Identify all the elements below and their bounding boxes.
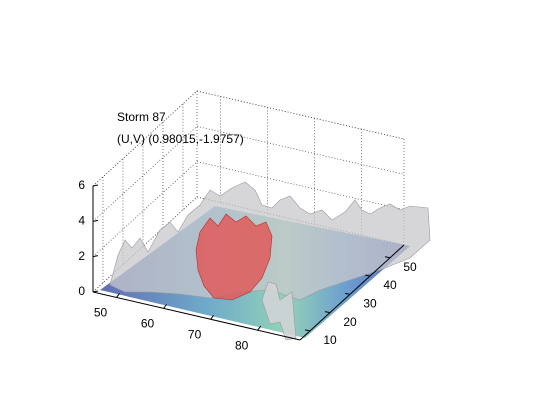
x-axis (92, 291, 301, 341)
grid-line (92, 90, 198, 187)
chart-title: Storm 87 (117, 110, 166, 124)
x-tick (210, 314, 215, 320)
y-tick (324, 311, 331, 314)
y-tick (364, 274, 371, 277)
x-tick (257, 325, 262, 331)
y-tick (344, 292, 351, 295)
z-tick (92, 290, 99, 293)
x-tick-label: 70 (188, 327, 202, 341)
z-tick (92, 219, 99, 222)
y-tick (304, 329, 311, 332)
z-tick-label: 0 (78, 284, 85, 298)
y-axis (299, 244, 405, 341)
red-isosurface (195, 213, 273, 301)
x-tick (163, 304, 167, 309)
y-tick-label: 30 (363, 296, 377, 310)
z-tick-label: 6 (78, 178, 85, 192)
y-tick-label: 10 (323, 333, 337, 347)
y-tick (384, 256, 391, 259)
grid-line (92, 196, 198, 293)
grid-line (196, 125, 405, 175)
z-tick (92, 255, 99, 258)
grid-line (196, 161, 405, 211)
x-tick-label: 50 (94, 306, 108, 320)
y-tick-label: 20 (343, 315, 357, 329)
y-tick-label: 50 (403, 260, 417, 274)
grid-line (92, 126, 198, 222)
y-tick-label: 40 (383, 278, 397, 292)
grid-line (196, 90, 405, 140)
chart-subtitle: (U,V) (0.98015,-1.9757) (117, 132, 244, 146)
x-tick-label: 80 (235, 338, 249, 352)
gray-isosurface (261, 281, 297, 341)
z-tick-label: 4 (78, 214, 85, 228)
x-tick-label: 60 (141, 317, 155, 331)
x-tick (116, 293, 120, 298)
z-tick-label: 2 (78, 249, 85, 263)
grid-line (92, 161, 198, 257)
ticks: 0 2 4 6 50 60 70 80 10 20 30 40 50 (78, 178, 417, 352)
z-tick (92, 184, 99, 187)
